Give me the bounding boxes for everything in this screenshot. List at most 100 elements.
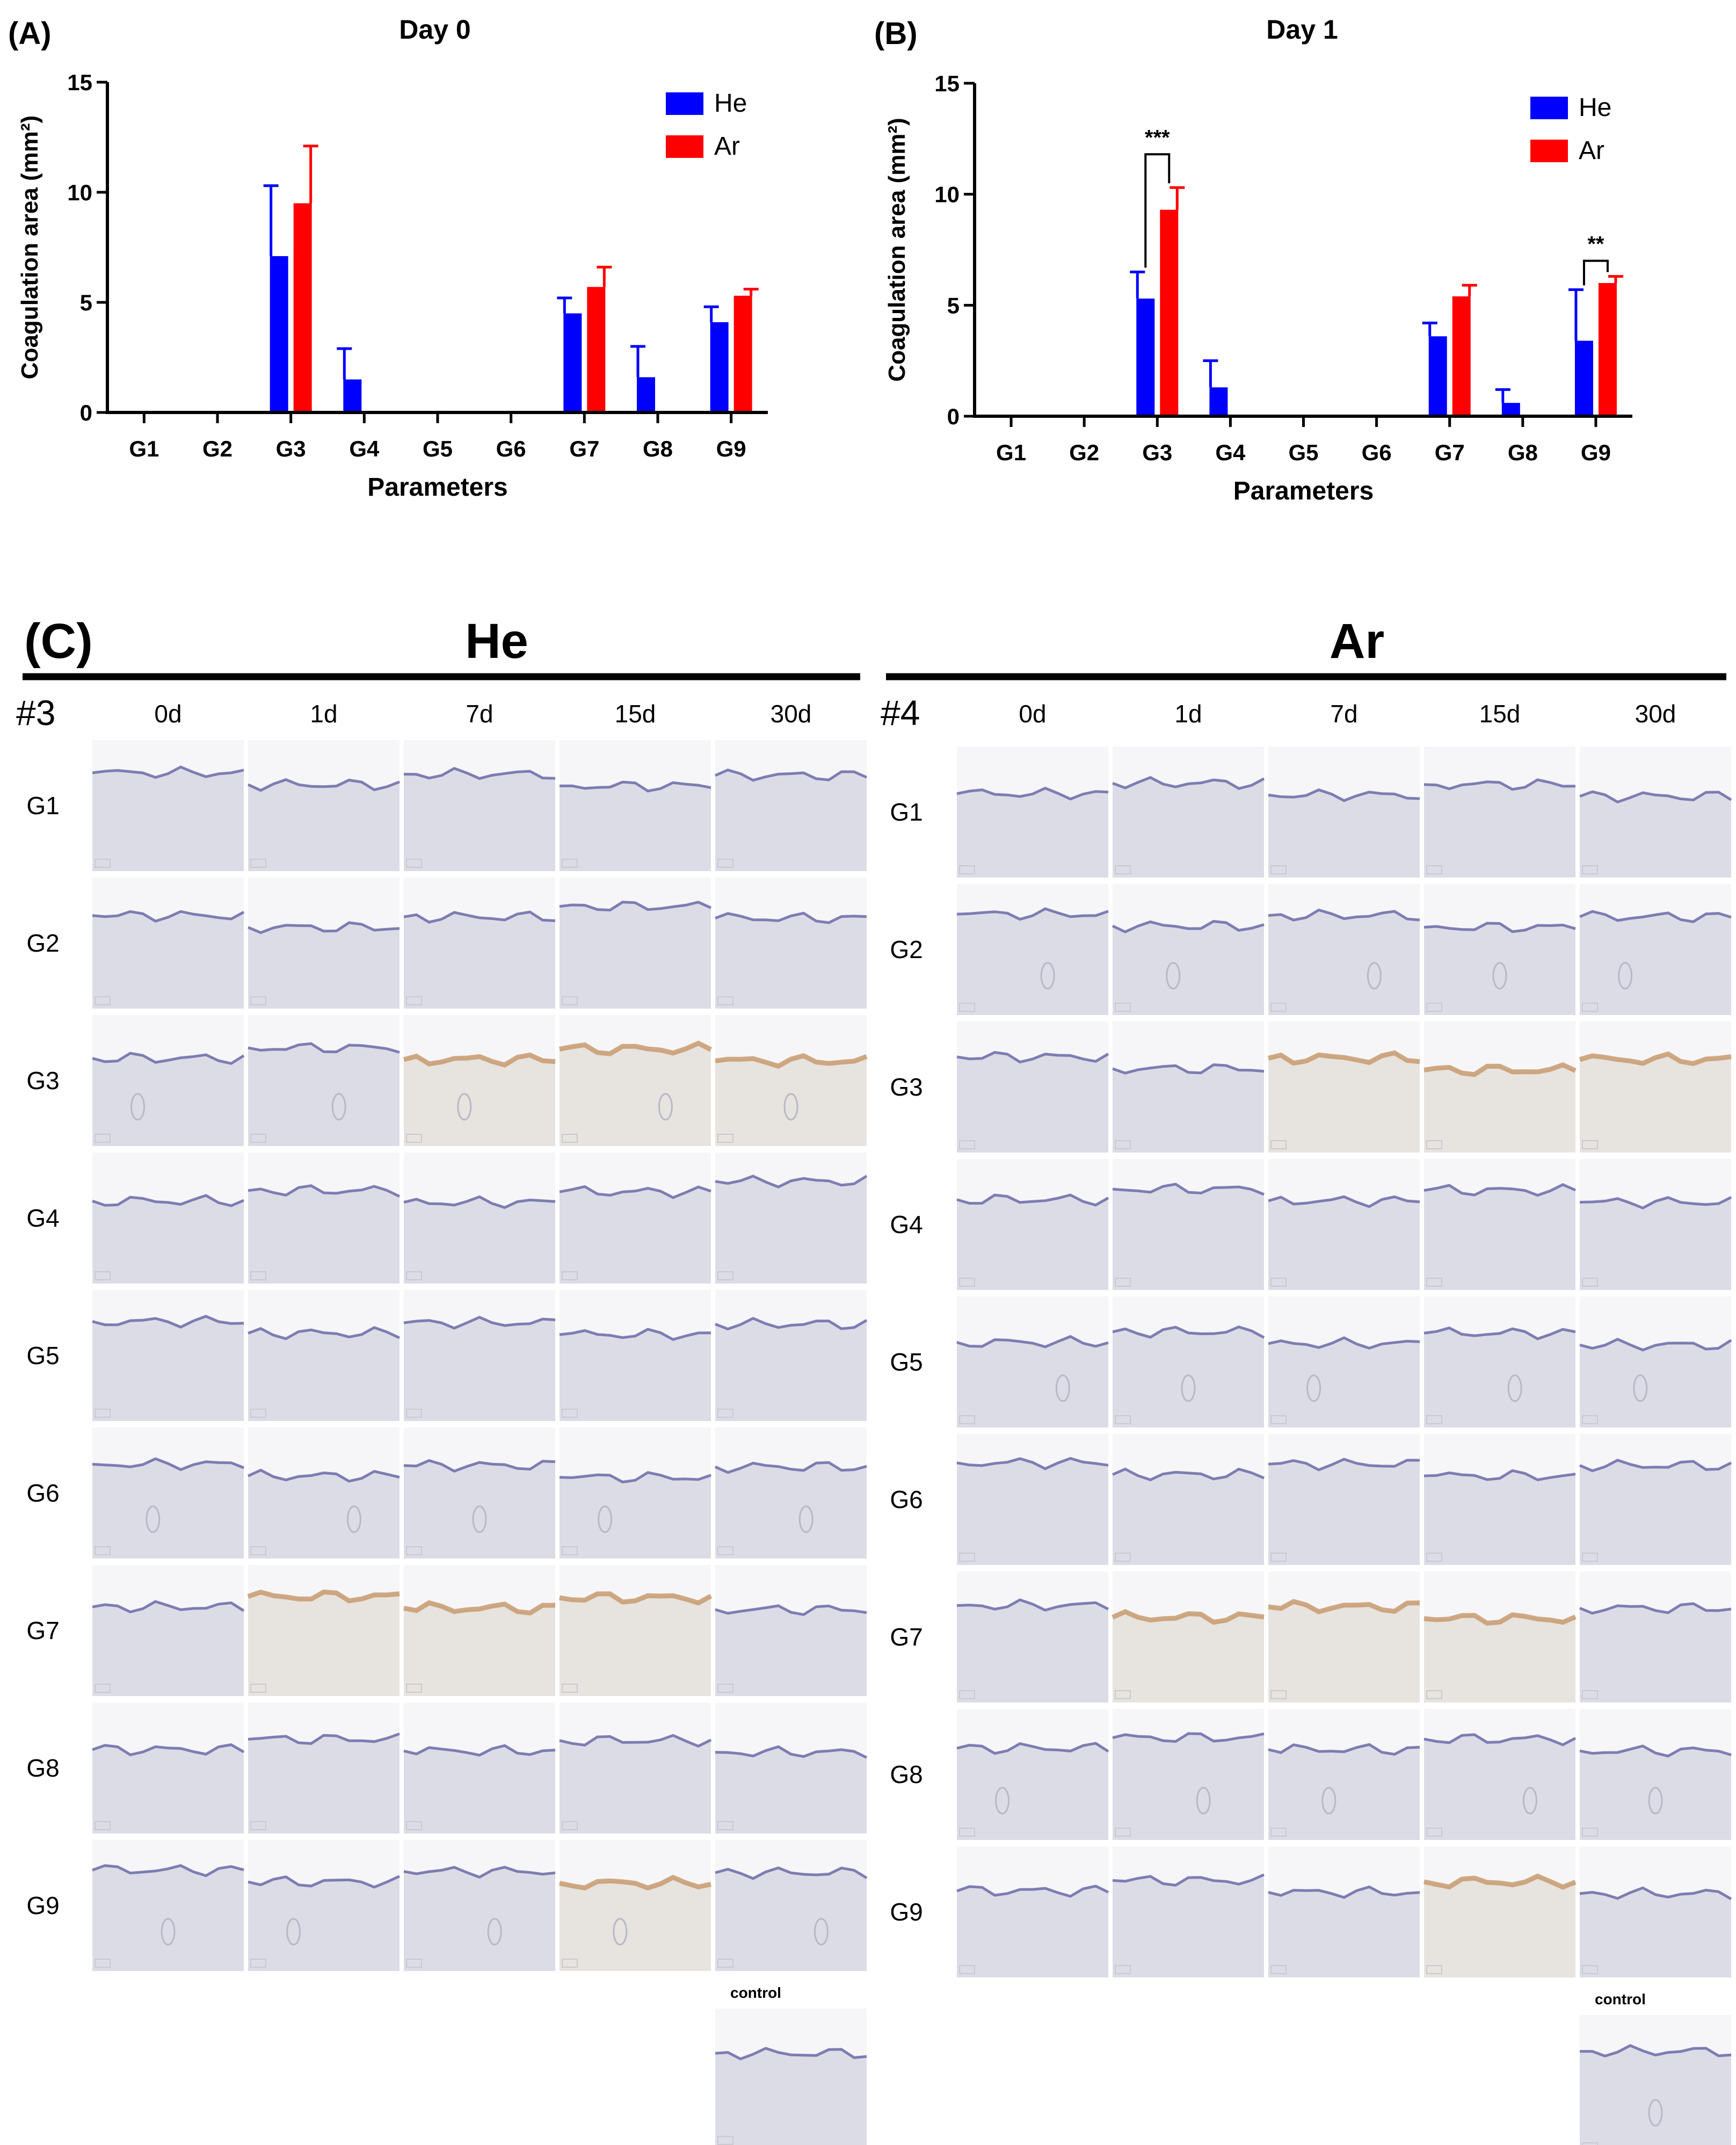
scale-bar-box (1426, 1003, 1442, 1012)
epidermis-line (956, 1742, 1109, 1755)
epidermis-line (1268, 1195, 1420, 1208)
scale-bar-box (1426, 1553, 1442, 1562)
hair-follicle (783, 1093, 798, 1121)
dermis-section (1580, 1460, 1731, 1565)
dermis-section (1268, 1601, 1420, 1702)
scale-bar-box (95, 1409, 111, 1418)
epidermis-line (1112, 776, 1265, 790)
bar-he-g7 (1428, 336, 1447, 415)
epidermis-line (92, 1600, 245, 1614)
epidermis-line (715, 2047, 867, 2061)
epidermis-line (1112, 1873, 1265, 1887)
row-label: G4 (26, 1204, 59, 1232)
row-label: G2 (890, 936, 923, 963)
epidermis-line (92, 765, 244, 779)
chart-panel-a: (A) Day 0 0 5 10 15 G1 G2 G3 G4 G5 G6 G7 G8 G9 Paramete… (8, 15, 768, 502)
epidermis-line (92, 1743, 245, 1757)
group-title: Ar (1330, 614, 1384, 669)
scale-bar-box (95, 1134, 111, 1143)
x-tick-label: G8 (1508, 440, 1538, 465)
hair-follicle (1522, 1787, 1537, 1815)
scale-bar-box (1582, 1965, 1598, 1974)
bar-he-g8 (637, 377, 655, 411)
epidermis-line (1423, 1733, 1577, 1747)
dermis-section (1580, 1888, 1731, 1977)
dermis-section (92, 767, 244, 871)
dermis-section (1268, 1053, 1420, 1153)
scale-bar-box (562, 1271, 578, 1280)
scale-bar-box (959, 1003, 975, 1012)
epidermis-line (1268, 1743, 1420, 1756)
epidermis-line (1423, 778, 1576, 791)
x-tick-label: G1 (996, 440, 1026, 465)
scale-bar-box (1582, 1278, 1598, 1287)
scale-bar-box (717, 1959, 733, 1968)
timepoint-header: 15d (615, 700, 656, 728)
dermis-section (957, 1743, 1108, 1840)
dermis-section (92, 1053, 244, 1146)
dermis-section (560, 782, 711, 871)
legend-label-ar: Ar (1579, 136, 1604, 165)
scale-bar-box (1426, 1965, 1442, 1974)
scale-bar-box (717, 1821, 733, 1830)
dermis-section (957, 1599, 1108, 1702)
epidermis-line (715, 1866, 868, 1880)
dermis-section (248, 1327, 400, 1421)
hair-follicle (813, 1918, 829, 1946)
scale-bar-box (95, 996, 111, 1005)
dermis-section (92, 1744, 244, 1834)
timepoint-header: 1d (310, 700, 337, 728)
scale-bar-box (1270, 1690, 1287, 1699)
scale-bar-box (1426, 865, 1442, 874)
hair-follicle (1367, 962, 1382, 990)
scale-bar-box (717, 1684, 733, 1693)
dermis-section (1580, 2045, 1731, 2145)
scale-bar-box (562, 859, 578, 868)
dermis-section (1268, 1744, 1420, 1840)
dermis-section (404, 1867, 555, 1971)
scale-bar-box (1270, 1415, 1287, 1424)
epidermis-line (403, 1459, 556, 1473)
epidermis-line (403, 1600, 556, 1615)
scale-bar-box (250, 996, 266, 1005)
dermis-section (715, 1318, 867, 1421)
hair-follicle (130, 1093, 146, 1121)
epidermis-line (403, 766, 556, 780)
scale-bar-box (250, 1134, 266, 1143)
dermis-section (1268, 910, 1420, 1015)
row-label: G1 (890, 798, 923, 826)
epidermis-line (1579, 1602, 1732, 1615)
epidermis-line (956, 1335, 1109, 1349)
scale-bar-box (1270, 1140, 1287, 1149)
scale-bar-box (1270, 1828, 1287, 1837)
dermis-section (404, 1745, 555, 1834)
epidermis-line (1267, 1050, 1420, 1066)
dermis-section (92, 1601, 244, 1696)
x-tick-label: G2 (202, 436, 233, 461)
scale-bar-box (1426, 1828, 1442, 1837)
hair-follicle (1306, 1374, 1321, 1402)
hair-follicle (487, 1918, 502, 1946)
dermis-section (1113, 1469, 1264, 1565)
dermis-section (248, 1470, 400, 1559)
epidermis-line (715, 1745, 868, 1759)
epidermis-line (1580, 2044, 1732, 2057)
legend-swatch-ar (1530, 140, 1568, 162)
scale-bar-box (1115, 865, 1131, 874)
epidermis-line (715, 769, 868, 782)
dermis-section (248, 1185, 400, 1284)
epidermis-line (403, 1315, 556, 1330)
dermis-section (1580, 1603, 1731, 1702)
legend-swatch-ar (666, 135, 703, 158)
hair-follicle (1492, 962, 1507, 990)
significance-stars: *** (1145, 126, 1170, 149)
dermis-section (957, 1458, 1108, 1565)
x-tick-label: G6 (496, 436, 526, 461)
scale-bar-box (250, 1821, 266, 1830)
dermis-section (1424, 1614, 1575, 1702)
epidermis-line (248, 921, 400, 934)
scale-bar-box (562, 996, 578, 1005)
dermis-section (1424, 1876, 1575, 1977)
y-tick-label: 5 (947, 293, 960, 318)
